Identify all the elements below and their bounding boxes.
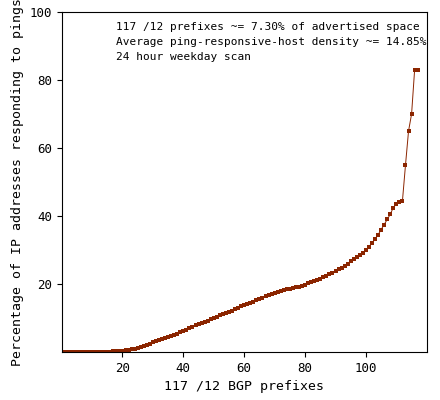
Y-axis label: Percentage of IP addresses responding to pings: Percentage of IP addresses responding to… [11, 0, 24, 366]
Text: 117 /12 prefixes ~= 7.30% of advertised space
Average ping-responsive-host densi: 117 /12 prefixes ~= 7.30% of advertised … [117, 22, 427, 62]
X-axis label: 117 /12 BGP prefixes: 117 /12 BGP prefixes [164, 380, 324, 393]
